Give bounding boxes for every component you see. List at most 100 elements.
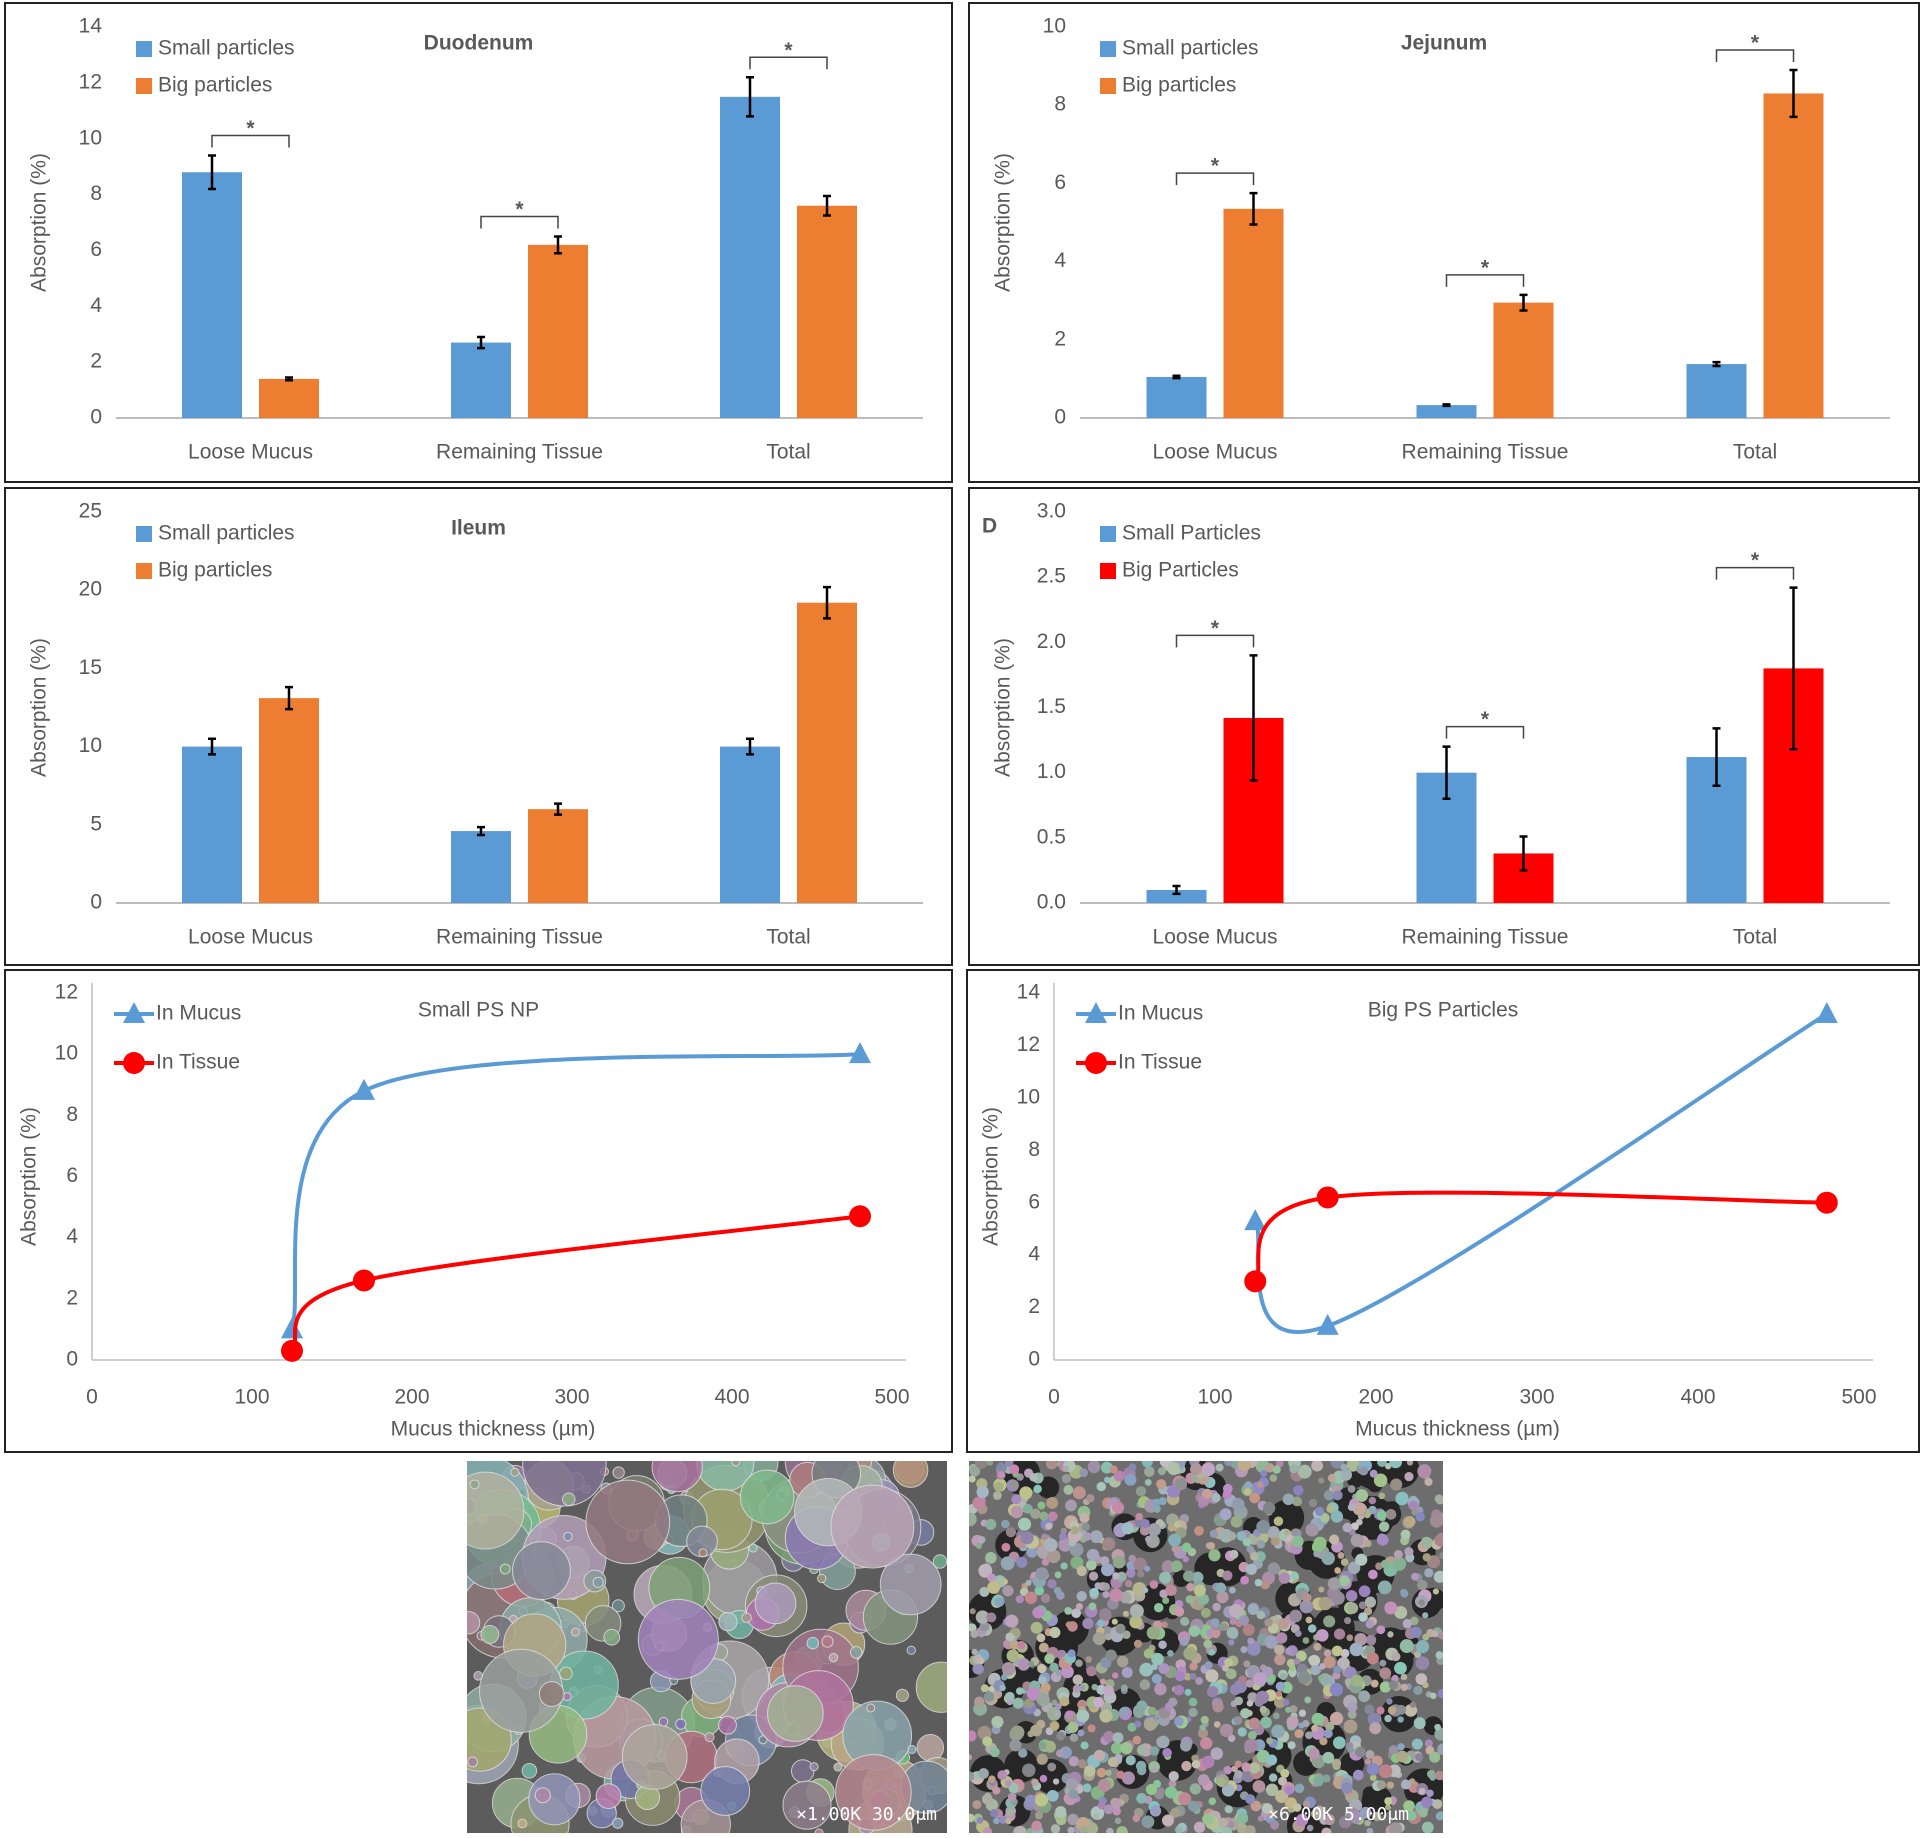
texture bbox=[1434, 1723, 1441, 1731]
legend-label: Big particles bbox=[1122, 74, 1236, 97]
texture bbox=[1308, 1498, 1318, 1508]
texture bbox=[1076, 1591, 1087, 1602]
error-bar bbox=[285, 685, 293, 711]
error-bar bbox=[1172, 374, 1181, 380]
texture bbox=[1158, 1663, 1170, 1675]
texture bbox=[1162, 1747, 1172, 1758]
texture bbox=[1046, 1789, 1059, 1802]
marker bbox=[1244, 1209, 1267, 1231]
texture bbox=[1103, 1685, 1114, 1696]
texture bbox=[1183, 1672, 1192, 1681]
texture bbox=[1173, 1685, 1185, 1696]
error-bar bbox=[1249, 191, 1258, 226]
texture bbox=[1395, 1491, 1409, 1506]
ileum-chart: 0 5 10 15 20 25 Ileum Absorption (%) Loose Mucus… bbox=[4, 487, 953, 966]
texture bbox=[1435, 1651, 1443, 1660]
texture bbox=[1246, 1545, 1255, 1553]
texture bbox=[1063, 1484, 1074, 1495]
texture bbox=[559, 1666, 573, 1681]
texture bbox=[1275, 1789, 1289, 1803]
texture bbox=[1289, 1705, 1298, 1714]
texture bbox=[1429, 1751, 1441, 1763]
texture bbox=[1218, 1817, 1229, 1828]
texture bbox=[1150, 1765, 1158, 1773]
texture bbox=[866, 1703, 876, 1713]
texture bbox=[1434, 1534, 1443, 1547]
texture bbox=[1188, 1707, 1198, 1718]
texture bbox=[978, 1563, 993, 1578]
texture bbox=[1060, 1527, 1067, 1535]
bar bbox=[259, 378, 319, 418]
texture bbox=[830, 1484, 915, 1569]
texture bbox=[1128, 1463, 1137, 1472]
y-tick-label: 6 bbox=[1028, 1190, 1040, 1213]
texture bbox=[1364, 1704, 1375, 1715]
texture bbox=[1179, 1636, 1189, 1646]
duodenum-chart: 0 2 4 6 8 10 12 14 Duodenum Absorption (%) Loose M… bbox=[4, 2, 953, 483]
y-tick-label: 1.5 bbox=[1037, 695, 1066, 718]
texture bbox=[1020, 1531, 1034, 1545]
texture bbox=[1379, 1521, 1390, 1532]
texture bbox=[1103, 1731, 1115, 1743]
texture bbox=[1273, 1516, 1284, 1527]
texture bbox=[1016, 1556, 1028, 1568]
texture bbox=[611, 1599, 625, 1613]
texture bbox=[1107, 1756, 1118, 1768]
x-tick-label: 300 bbox=[554, 1386, 589, 1409]
texture bbox=[1190, 1463, 1203, 1476]
bar bbox=[528, 244, 588, 418]
texture bbox=[1229, 1586, 1236, 1594]
x-axis-label: Mucus thickness (µm) bbox=[1355, 1418, 1560, 1441]
texture bbox=[1248, 1717, 1261, 1729]
texture bbox=[1203, 1639, 1213, 1649]
texture bbox=[1231, 1498, 1245, 1512]
y-tick-label: 12 bbox=[55, 981, 78, 1004]
bar bbox=[1763, 93, 1824, 418]
texture bbox=[1088, 1602, 1097, 1611]
micrograph: ×1.00K 30.0μm bbox=[467, 1461, 947, 1833]
texture bbox=[992, 1786, 1001, 1795]
texture bbox=[1426, 1769, 1436, 1779]
texture bbox=[977, 1725, 992, 1740]
texture bbox=[814, 1828, 824, 1833]
significance-label: * bbox=[1481, 256, 1490, 279]
texture bbox=[879, 1553, 942, 1616]
texture bbox=[1186, 1583, 1195, 1592]
texture bbox=[970, 1630, 979, 1638]
y-tick-label: 0 bbox=[90, 891, 102, 914]
texture bbox=[1048, 1511, 1058, 1522]
texture bbox=[1047, 1579, 1057, 1589]
texture bbox=[1340, 1558, 1349, 1566]
texture bbox=[1121, 1630, 1131, 1640]
error-bar bbox=[746, 737, 754, 756]
texture bbox=[1183, 1570, 1195, 1582]
texture bbox=[1256, 1539, 1266, 1549]
texture bbox=[1167, 1462, 1181, 1476]
texture bbox=[1201, 1755, 1215, 1769]
texture bbox=[1227, 1821, 1235, 1829]
texture bbox=[932, 1554, 947, 1569]
texture bbox=[892, 1461, 929, 1488]
texture bbox=[1384, 1797, 1393, 1806]
texture bbox=[731, 1461, 741, 1467]
texture bbox=[1343, 1719, 1358, 1734]
texture bbox=[1139, 1662, 1154, 1677]
texture bbox=[1040, 1682, 1051, 1693]
texture bbox=[1099, 1709, 1113, 1723]
texture bbox=[1225, 1668, 1237, 1680]
texture bbox=[467, 1471, 525, 1550]
marker bbox=[849, 1205, 871, 1228]
texture bbox=[1149, 1746, 1160, 1756]
texture bbox=[1431, 1630, 1438, 1638]
texture bbox=[1404, 1472, 1414, 1482]
texture bbox=[1029, 1473, 1038, 1482]
texture bbox=[1031, 1778, 1039, 1787]
texture bbox=[1332, 1736, 1346, 1750]
y-tick-label: 1.0 bbox=[1037, 760, 1066, 783]
texture bbox=[1033, 1758, 1069, 1794]
texture bbox=[1391, 1652, 1401, 1662]
texture bbox=[989, 1747, 1000, 1758]
texture bbox=[1305, 1731, 1313, 1740]
texture bbox=[1037, 1501, 1046, 1510]
